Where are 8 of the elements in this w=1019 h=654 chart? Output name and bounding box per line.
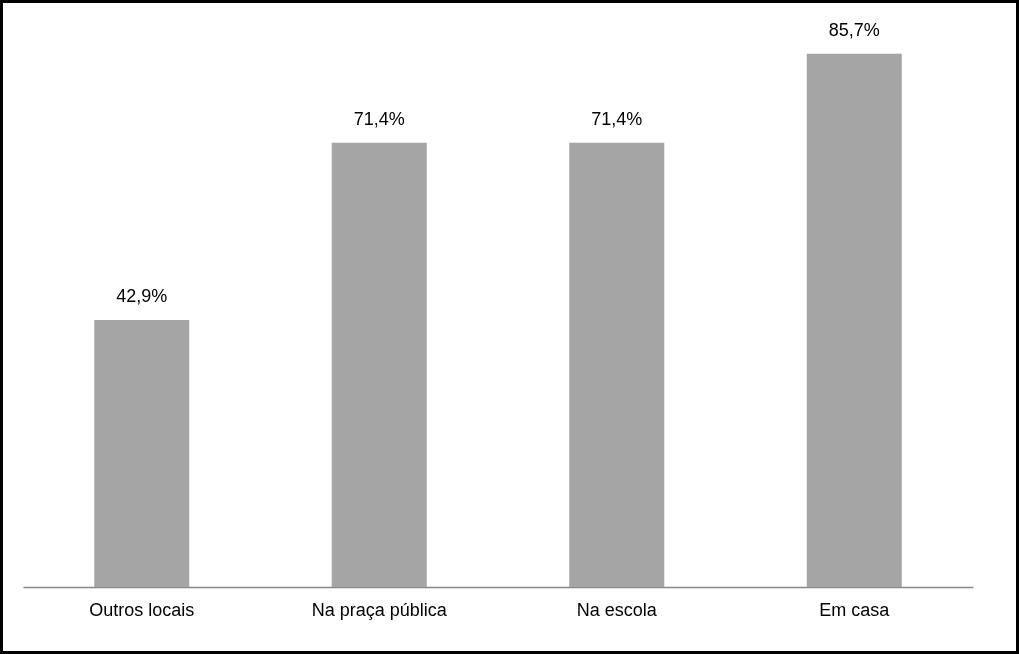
x-tick-label: Outros locais <box>89 599 195 620</box>
x-tick-label: Na escola <box>576 599 658 620</box>
data-label: 42,9% <box>116 286 168 307</box>
data-label: 85,7% <box>828 19 880 40</box>
x-tick-label: Na praça pública <box>311 599 448 620</box>
x-tick-label: Em casa <box>819 599 891 620</box>
data-label: 71,4% <box>353 108 405 129</box>
data-label: 71,4% <box>591 108 643 129</box>
